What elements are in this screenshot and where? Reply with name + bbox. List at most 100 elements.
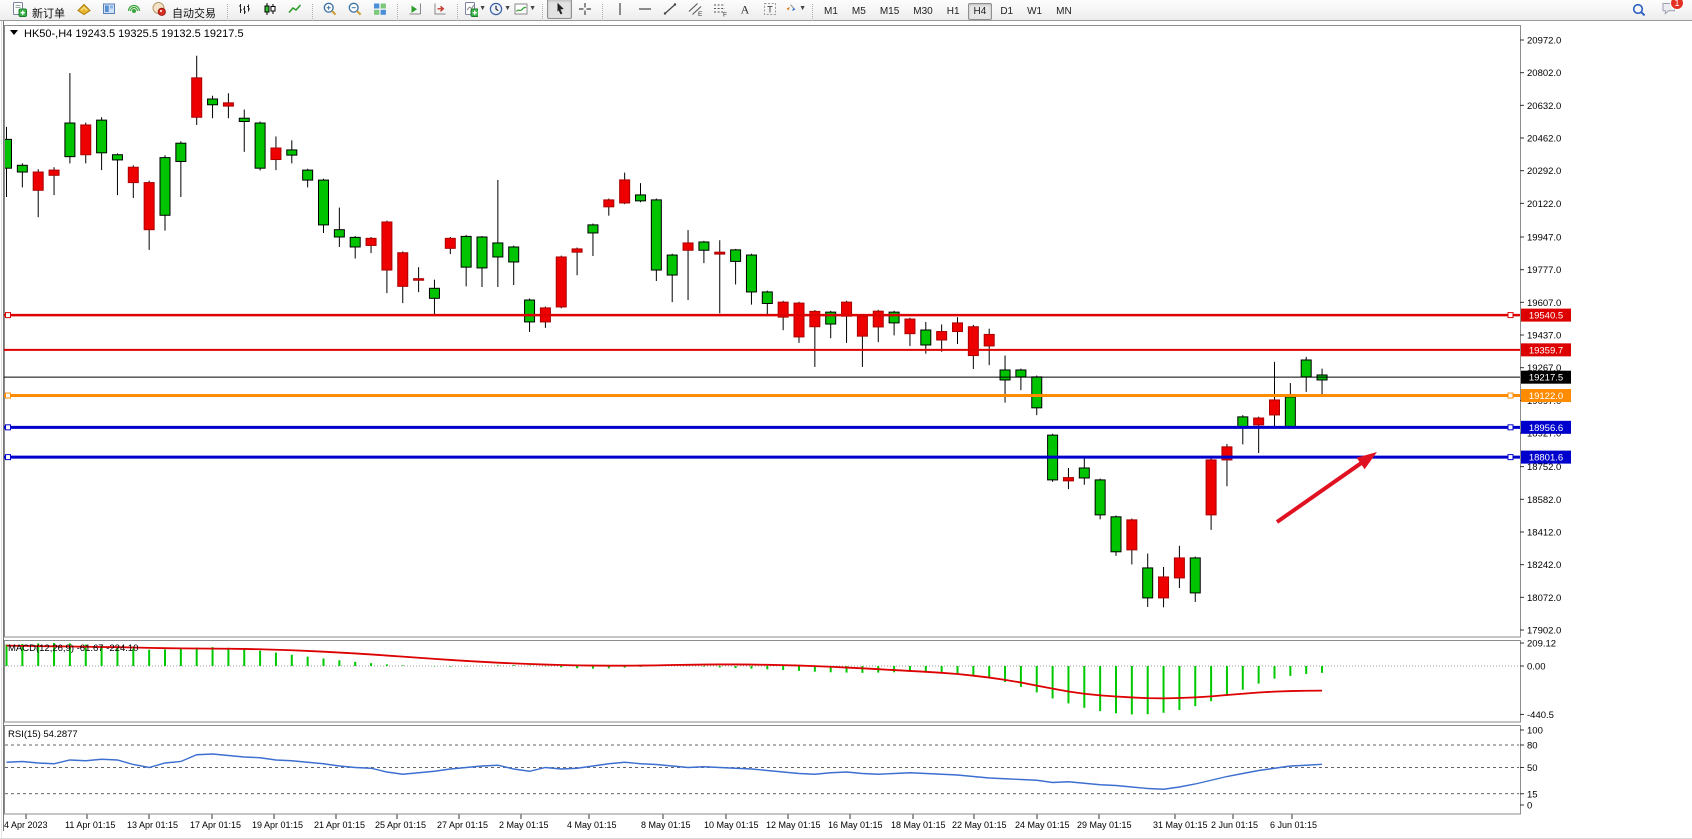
svg-text:31 May 01:15: 31 May 01:15 [1153, 820, 1208, 830]
new-order-label: 新订单 [32, 7, 65, 20]
svg-text:T: T [767, 4, 773, 14]
chevron-down-icon: ▼ [504, 5, 511, 12]
timeframe-M15[interactable]: M15 [879, 6, 900, 17]
zoom-out-icon [348, 2, 361, 15]
svg-text:24 May 01:15: 24 May 01:15 [1015, 820, 1070, 830]
chevron-down-icon: ▼ [799, 5, 806, 12]
svg-text:100: 100 [1527, 726, 1543, 737]
chart-bars-button[interactable] [232, 0, 257, 19]
time-axis: 4 Apr 2023 11 Apr 01:15 13 Apr 01:15 17 Apr… [4, 814, 1317, 830]
fibonacci-icon: F [713, 4, 727, 17]
text-label-button[interactable]: T [757, 0, 782, 19]
timeframe-H4[interactable]: H4 [967, 3, 993, 20]
templates-icon [514, 3, 528, 14]
svg-text:20292.0: 20292.0 [1527, 166, 1561, 177]
trendline-button[interactable] [657, 0, 682, 19]
toolbar-divider [457, 3, 458, 21]
timeframe-D1[interactable]: D1 [1000, 6, 1014, 17]
hline-19540.5[interactable]: 19540.5 [4, 308, 1571, 322]
svg-text:20972.0: 20972.0 [1527, 36, 1561, 47]
svg-text:19267.0: 19267.0 [1527, 363, 1561, 374]
tile-windows-button[interactable] [367, 0, 392, 19]
market-watch-icon [76, 3, 91, 15]
crosshair-button[interactable] [572, 0, 597, 19]
periods-button[interactable]: ▼ [487, 0, 512, 19]
chart-bars-icon [238, 3, 250, 14]
fibonacci-button[interactable]: F [707, 0, 732, 19]
hline-18956.6[interactable]: 18956.6 [4, 420, 1571, 434]
hline-19122.0[interactable]: 19122.0 [4, 389, 1571, 403]
chart-menu-icon [10, 30, 18, 35]
rsi-label: RSI(15) 54.2877 [8, 729, 78, 740]
timeframe-W1[interactable]: W1 [1027, 6, 1043, 17]
svg-text:17 Apr 01:15: 17 Apr 01:15 [190, 820, 241, 830]
svg-text:18956.6: 18956.6 [1529, 423, 1563, 434]
svg-text:18412.0: 18412.0 [1527, 527, 1561, 538]
svg-text:27 Apr 01:15: 27 Apr 01:15 [437, 820, 488, 830]
macd-signal-line [6, 644, 1323, 700]
auto-scroll-icon [409, 3, 421, 14]
auto-trade-button[interactable] [146, 0, 171, 19]
indicators-button[interactable]: ▼ [462, 0, 487, 19]
signals-button[interactable] [121, 0, 146, 19]
svg-text:E: E [698, 11, 703, 17]
svg-text:6 Jun 01:15: 6 Jun 01:15 [1270, 820, 1317, 830]
hline-19359.7[interactable]: 19359.7 [4, 343, 1571, 357]
vline-button[interactable] [607, 0, 632, 19]
svg-text:19607.0: 19607.0 [1527, 298, 1561, 309]
toolbar-divider [812, 3, 813, 21]
chart-line-button[interactable] [282, 0, 307, 19]
text-icon: A [740, 2, 749, 16]
channel-button[interactable]: E [682, 0, 707, 19]
timeframe-M30[interactable]: M30 [913, 6, 933, 17]
chart-candles-button[interactable] [257, 0, 282, 19]
svg-text:19540.5: 19540.5 [1529, 311, 1563, 322]
signals-icon [127, 4, 140, 13]
svg-text:20462.0: 20462.0 [1527, 134, 1561, 145]
indicators-icon [465, 1, 479, 17]
new-order-button[interactable] [6, 0, 31, 19]
svg-text:18072.0: 18072.0 [1527, 593, 1561, 604]
svg-text:19437.0: 19437.0 [1527, 331, 1561, 342]
navigator-icon [102, 3, 115, 14]
market-watch-button[interactable] [71, 0, 96, 19]
templates-button[interactable]: ▼ [512, 0, 537, 19]
chart-area[interactable]: 20972.0 20802.0 20632.0 20462.0 20292.0 20122… [0, 21, 1692, 838]
hline-18801.6[interactable]: 18801.6 [4, 450, 1571, 464]
svg-text:12 May 01:15: 12 May 01:15 [766, 820, 821, 830]
svg-text:17902.0: 17902.0 [1527, 626, 1561, 637]
trend-arrow[interactable] [1275, 452, 1377, 524]
hline-button[interactable] [632, 0, 657, 19]
svg-text:4 May 01:15: 4 May 01:15 [567, 820, 617, 830]
text-button[interactable]: A [732, 0, 757, 19]
arrows-button[interactable]: ▼ [782, 0, 807, 19]
toolbar-buttons: 新订单 自动交易 ▼ ▼ ▼ E F A T ▼ [6, 0, 817, 22]
svg-text:20802.0: 20802.0 [1527, 68, 1561, 79]
auto-scroll-button[interactable] [402, 0, 427, 19]
zoom-out-button[interactable] [342, 0, 367, 19]
search-icon[interactable] [1626, 0, 1651, 20]
macd-label: MACD(12,26,9) -61.67 -224.10 [8, 643, 138, 654]
auto-trade-label: 自动交易 [172, 7, 216, 20]
cursor-button[interactable] [547, 0, 572, 19]
svg-text:0: 0 [1527, 801, 1532, 812]
timeframe-M1[interactable]: M1 [824, 6, 838, 17]
svg-text:10 May 01:15: 10 May 01:15 [704, 820, 759, 830]
navigator-button[interactable] [96, 0, 121, 19]
svg-text:18 May 01:15: 18 May 01:15 [891, 820, 946, 830]
hline-19217.5[interactable]: 19217.5 [4, 370, 1571, 384]
chart-title: HK50-,H4 19243.5 19325.5 19132.5 19217.5 [10, 28, 244, 40]
svg-text:19122.0: 19122.0 [1529, 391, 1563, 402]
zoom-in-button[interactable] [317, 0, 342, 19]
svg-text:HK50-,H4 19243.5 19325.5 1913: HK50-,H4 19243.5 19325.5 19132.5 19217.5 [24, 28, 244, 40]
svg-text:2 May 01:15: 2 May 01:15 [499, 820, 549, 830]
chart-candles-icon [264, 2, 275, 15]
chart-shift-button[interactable] [427, 0, 452, 19]
chart-line-icon [287, 3, 301, 13]
svg-text:0.00: 0.00 [1527, 662, 1546, 673]
notifications-button[interactable]: 1 [1661, 0, 1684, 21]
timeframe-M5[interactable]: M5 [851, 6, 866, 17]
timeframe-MN[interactable]: MN [1056, 6, 1072, 17]
svg-text:21 Apr 01:15: 21 Apr 01:15 [314, 820, 365, 830]
timeframe-H1[interactable]: H1 [946, 6, 960, 17]
